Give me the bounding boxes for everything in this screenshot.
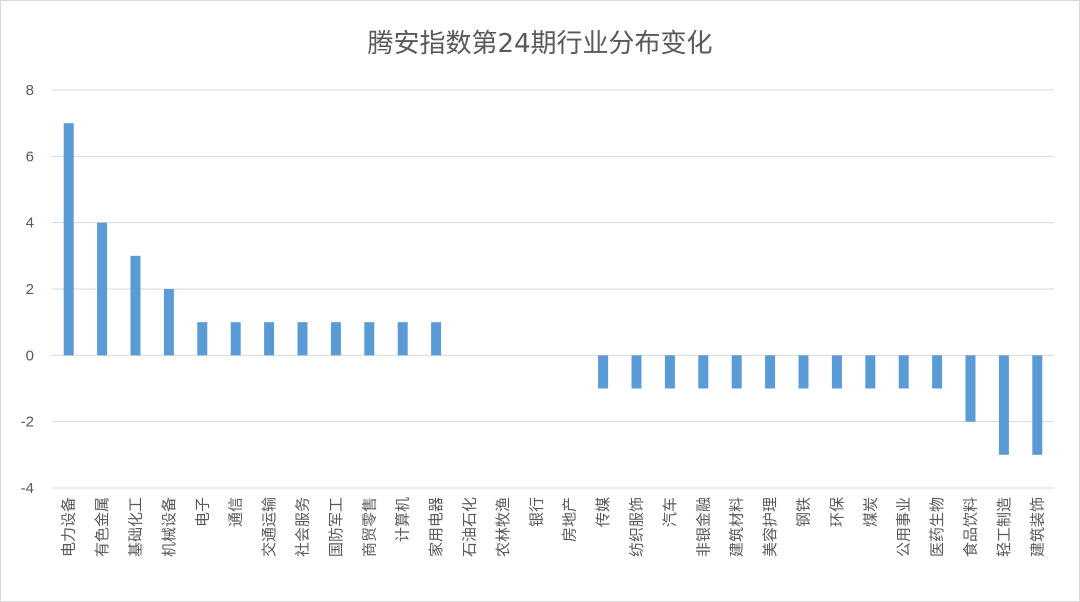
bar [731, 355, 742, 389]
x-tick-label: 医药生物 [928, 497, 946, 557]
bar [397, 322, 408, 356]
bar [664, 355, 675, 389]
x-tick-label: 通信 [227, 497, 245, 527]
x-tick-label: 机械设备 [160, 497, 178, 557]
bar [831, 355, 842, 389]
y-tick-label: 6 [26, 148, 34, 165]
x-tick-label: 公用事业 [895, 497, 913, 557]
bar [431, 322, 442, 356]
bar [631, 355, 642, 389]
bar [598, 355, 609, 389]
bar [898, 355, 909, 389]
y-tick-label: -2 [21, 414, 34, 431]
gridlines [52, 89, 1054, 489]
x-tick-label: 环保 [828, 497, 846, 527]
x-tick-label: 计算机 [394, 497, 412, 542]
x-tick-label: 有色金属 [93, 497, 111, 557]
y-tick-label: -4 [21, 480, 34, 497]
x-tick-label: 电子 [193, 497, 211, 527]
bar [865, 355, 876, 389]
bar [63, 123, 74, 356]
y-axis-ticks: -4 -2 0 2 4 6 8 [21, 82, 34, 497]
x-tick-label: 纺织服饰 [628, 497, 646, 557]
bar [765, 355, 776, 389]
x-tick-label: 建筑装饰 [1028, 497, 1046, 557]
x-tick-label: 非银金融 [694, 497, 712, 557]
bar [163, 289, 174, 356]
y-tick-label: 0 [26, 347, 34, 364]
x-tick-label: 交通运输 [260, 497, 278, 557]
x-tick-label: 煤炭 [861, 497, 879, 527]
x-tick-label: 家用电器 [427, 497, 445, 557]
x-tick-label: 食品饮料 [962, 497, 980, 557]
bar [264, 322, 275, 356]
bar [297, 322, 308, 356]
y-tick-label: 8 [26, 82, 34, 99]
y-tick-label: 2 [26, 281, 34, 298]
x-tick-label: 建筑材料 [728, 497, 746, 557]
x-tick-label: 石油石化 [461, 497, 479, 557]
bar [932, 355, 943, 389]
bar [230, 322, 241, 356]
bar [998, 355, 1009, 455]
bars [63, 123, 1043, 455]
bar [197, 322, 208, 356]
x-tick-label: 轻工制造 [995, 497, 1013, 557]
bar [330, 322, 341, 356]
x-tick-label: 汽车 [661, 497, 679, 527]
x-tick-label: 社会服务 [294, 497, 312, 557]
x-axis-ticks: 电力设备 有色金属 基础化工 机械设备 电子 通信 交通运输 社会服务 国防军工 商贸零售 计算机家… [60, 497, 1047, 557]
bar [97, 222, 108, 356]
x-tick-label: 房地产 [561, 497, 579, 542]
x-tick-label: 基础化工 [127, 497, 145, 557]
bar [130, 255, 141, 356]
bar [1032, 355, 1043, 455]
bar [965, 355, 976, 422]
x-tick-label: 国防军工 [327, 497, 345, 557]
bar [798, 355, 809, 389]
chart-title: 腾安指数第24期行业分布变化 [367, 29, 712, 59]
bar [364, 322, 375, 356]
x-tick-label: 钢铁 [795, 497, 813, 527]
bar [698, 355, 709, 389]
x-tick-label: 美容护理 [761, 497, 779, 557]
x-tick-label: 银行 [527, 497, 545, 527]
y-tick-label: 4 [26, 215, 34, 232]
x-tick-label: 传媒 [594, 497, 612, 527]
x-tick-label: 农林牧渔 [494, 497, 512, 557]
x-tick-label: 电力设备 [60, 497, 78, 557]
x-tick-label: 商贸零售 [360, 497, 378, 557]
